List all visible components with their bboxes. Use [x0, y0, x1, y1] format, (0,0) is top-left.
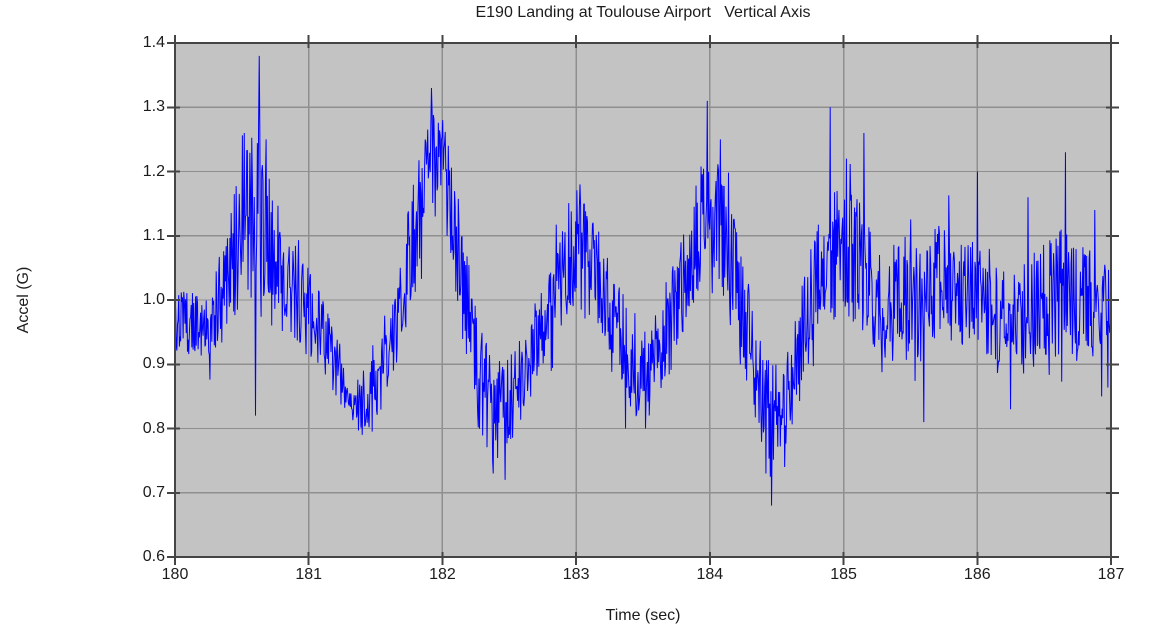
plot-frame	[174, 42, 1112, 558]
y-tick-label: 0.7	[142, 483, 165, 501]
x-tick-label: 183	[562, 566, 590, 583]
y-tick-label: 1.0	[142, 291, 165, 308]
x-tick-label: 180	[161, 566, 189, 583]
x-tick-label: 184	[696, 566, 724, 583]
x-tick-label: 187	[1097, 566, 1125, 583]
x-tick-label: 185	[830, 566, 857, 583]
y-tick-label: 1.2	[142, 162, 165, 180]
chart-title: E190 Landing at Toulouse Airport Vertica…	[475, 4, 811, 21]
x-tick-label: 186	[963, 566, 991, 583]
y-tick-label: 0.6	[142, 548, 165, 565]
x-axis-title: Time (sec)	[605, 607, 681, 624]
y-tick-label: 1.4	[142, 34, 165, 51]
y-tick-label: 0.9	[142, 355, 165, 373]
x-tick-label: 182	[429, 566, 456, 583]
data-line	[174, 55, 1112, 506]
tick-marks	[167, 35, 1119, 565]
y-tick-label: 0.8	[142, 419, 165, 437]
x-tick-label: 181	[295, 566, 323, 583]
y-tick-label: 1.3	[142, 98, 165, 116]
y-tick-label: 1.1	[142, 226, 165, 244]
